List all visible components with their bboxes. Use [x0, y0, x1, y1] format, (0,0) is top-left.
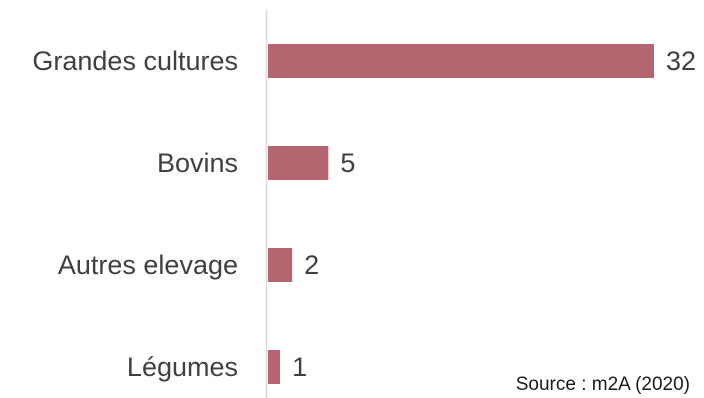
source-note: Source : m2A (2020)	[515, 374, 690, 395]
category-label: Grandes cultures	[32, 46, 238, 76]
bar-2	[268, 248, 293, 282]
bar-3	[268, 350, 281, 384]
category-label: Autres elevage	[58, 250, 238, 280]
value-label: 32	[666, 46, 696, 76]
bar-1	[268, 146, 329, 180]
bar-0	[268, 44, 654, 78]
category-label: Légumes	[127, 352, 238, 382]
value-label: 5	[340, 148, 355, 178]
value-label: 1	[292, 352, 307, 382]
value-label: 2	[304, 250, 319, 280]
bars-group: Grandes cultures 32 Bovins 5 Autres elevage 2…	[32, 44, 696, 384]
category-label: Bovins	[157, 148, 238, 178]
